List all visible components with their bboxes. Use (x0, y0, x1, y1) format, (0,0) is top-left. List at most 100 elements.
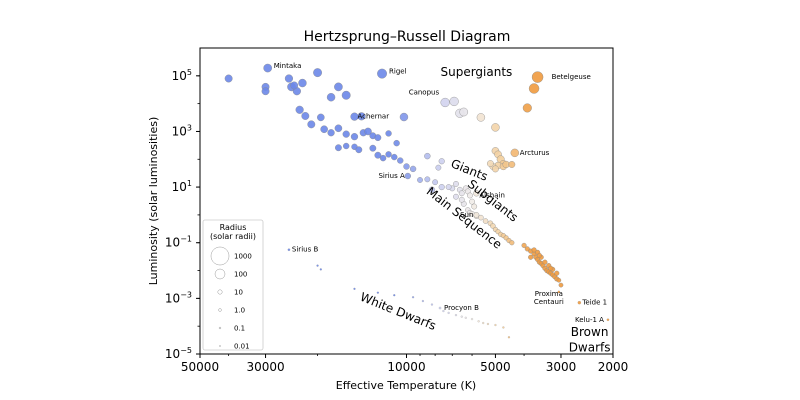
star-point (491, 123, 500, 132)
region-label: Brown (571, 325, 609, 339)
star-point (409, 165, 417, 173)
x-axis: 50000 30000 10000 5000 3000 2000 (181, 354, 628, 374)
star-point (341, 90, 351, 100)
star-point (391, 153, 398, 161)
y-axis: 105 103 101 10−1 10−3 10−5 (165, 68, 200, 361)
star-point (492, 165, 499, 173)
star-point (447, 311, 450, 314)
star-point (482, 321, 485, 325)
star-point (334, 82, 343, 92)
y-tick-label: 105 (172, 68, 192, 83)
x-tick-label: 50000 (181, 360, 219, 374)
star-point (374, 151, 382, 159)
legend-title: (solar radii) (210, 232, 256, 241)
star-point (261, 87, 270, 96)
region-label: Supergiants (440, 65, 512, 79)
star-point (507, 336, 511, 339)
named-star-point (404, 172, 411, 180)
star-point (502, 326, 505, 329)
region-label: Dwarfs (569, 340, 611, 354)
star-point (417, 177, 423, 183)
y-tick-label: 10−3 (165, 290, 192, 305)
star-point (428, 186, 436, 193)
star-point (458, 196, 465, 203)
star-point (301, 112, 310, 120)
star-point (464, 316, 467, 319)
named-star-label: Kelu-1 A (575, 316, 604, 324)
named-star-point (440, 97, 450, 108)
named-star-label: Betelgeuse (552, 73, 591, 81)
star-point (487, 160, 494, 167)
plot-frame (199, 47, 614, 355)
star-point (385, 151, 392, 158)
star-point (298, 78, 307, 88)
star-point (307, 120, 316, 129)
star-point (458, 190, 465, 197)
star-point (355, 146, 363, 154)
x-tick-label: 3000 (546, 360, 577, 374)
star-point (421, 299, 424, 303)
named-star-point (510, 148, 519, 158)
star-point (521, 242, 527, 248)
star-point (317, 113, 325, 122)
star-point (393, 139, 400, 147)
star-point (469, 198, 475, 205)
star-point (412, 296, 415, 299)
legend-marker (218, 308, 222, 312)
star-point (316, 264, 319, 267)
star-point (290, 81, 299, 90)
star-point (556, 277, 562, 283)
y-tick-label: 103 (172, 123, 192, 138)
named-star-label: Alshain (479, 191, 505, 199)
named-star-point (531, 71, 544, 83)
legend-title: Radius (220, 223, 247, 232)
star-point (453, 181, 459, 187)
named-star-label: Mintaka (274, 62, 302, 70)
star-point (430, 303, 434, 306)
named-star-point (287, 248, 291, 251)
star-point (442, 309, 445, 313)
star-point (295, 105, 304, 114)
named-star-label: Sun (460, 211, 473, 219)
star-point (376, 291, 379, 294)
star-point (326, 93, 336, 102)
star-point (432, 179, 439, 186)
y-axis-label: Luminosity (solar luminosities) (147, 117, 160, 286)
x-tick-label: 10000 (387, 360, 425, 374)
star-point (343, 142, 350, 150)
star-point (460, 315, 463, 318)
star-point (284, 74, 294, 83)
x-tick-label: 2000 (598, 360, 629, 374)
star-point (334, 124, 343, 133)
named-star-point (473, 190, 480, 197)
star-point (350, 133, 359, 141)
named-star-point (350, 112, 359, 121)
star-point (459, 107, 469, 117)
star-point (369, 144, 377, 152)
legend-label: 1000 (234, 253, 252, 261)
x-axis-label: Effective Temperature (K) (336, 379, 476, 392)
named-star-label: Teide 1 (581, 299, 607, 307)
star-point (379, 154, 387, 162)
star-point (403, 163, 410, 170)
star-point (224, 74, 233, 83)
legend-label: 10 (234, 289, 243, 297)
legend: Radius(solar radii) 1000 100 10 1.0 0.1 0.01 (202, 219, 264, 351)
chart-title: Hertzsprung–Russell Diagram (304, 29, 511, 45)
star-point (320, 125, 328, 134)
star-point (482, 218, 489, 224)
named-star-point (557, 290, 561, 294)
star-point (536, 252, 542, 258)
legend-marker (217, 289, 223, 295)
stars-layer (224, 68, 564, 339)
legend-marker (218, 326, 222, 330)
star-point (554, 270, 560, 276)
star-point (494, 323, 497, 327)
star-point (470, 318, 474, 321)
named-star-label: Rigel (389, 68, 407, 76)
named-star-label: Achernar (357, 113, 389, 121)
star-point (509, 240, 515, 246)
star-point (490, 223, 496, 229)
x-tick-label: 30000 (246, 360, 284, 374)
named-star-label: Sirius A (378, 172, 405, 180)
